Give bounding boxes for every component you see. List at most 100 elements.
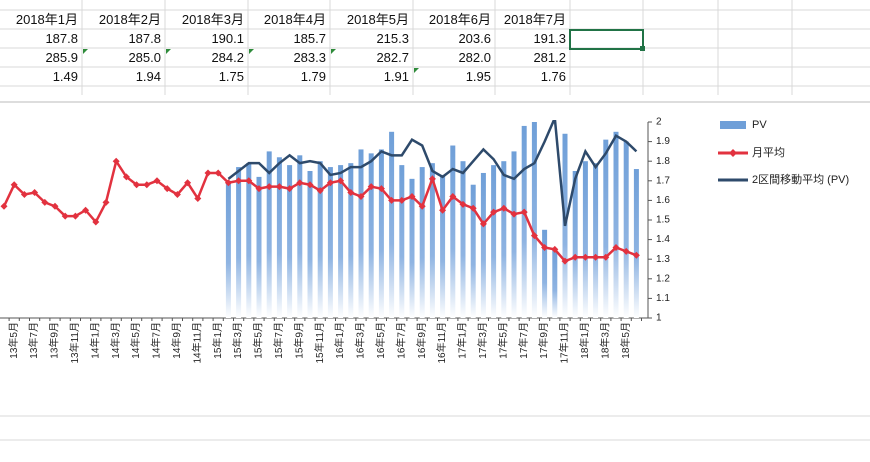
cell[interactable]: 185.7 bbox=[293, 31, 326, 46]
bar bbox=[511, 151, 517, 318]
cell[interactable]: 284.2 bbox=[211, 50, 244, 65]
cell[interactable]: 1.76 bbox=[540, 69, 566, 84]
cell[interactable]: 282.7 bbox=[376, 50, 409, 65]
marker bbox=[71, 212, 79, 220]
bar bbox=[419, 167, 425, 318]
legend-label: 月平均 bbox=[752, 146, 785, 159]
y-tick-label: 1.6 bbox=[656, 195, 670, 206]
marker bbox=[41, 198, 49, 206]
marker bbox=[510, 210, 518, 218]
marker bbox=[367, 183, 375, 191]
marker bbox=[92, 218, 100, 226]
bar bbox=[633, 169, 639, 318]
cell[interactable]: 203.6 bbox=[458, 31, 491, 46]
marker bbox=[275, 183, 283, 191]
cell[interactable]: 187.8 bbox=[128, 31, 161, 46]
bar bbox=[480, 172, 486, 318]
cell[interactable]: 1.49 bbox=[52, 69, 78, 84]
marker bbox=[235, 177, 243, 185]
marker bbox=[224, 179, 232, 187]
cell[interactable]: 2018年6月 bbox=[428, 12, 491, 27]
marker bbox=[520, 208, 528, 216]
cell[interactable]: 1.75 bbox=[218, 69, 244, 84]
bar bbox=[440, 174, 446, 318]
marker bbox=[551, 245, 559, 253]
marker bbox=[163, 185, 171, 193]
x-tick-label: 18年5月 bbox=[619, 322, 632, 359]
cell[interactable]: 2018年1月 bbox=[15, 12, 78, 27]
y-tick-label: 1.1 bbox=[656, 293, 670, 304]
x-tick-label: 16年7月 bbox=[394, 322, 407, 359]
y-tick-label: 1 bbox=[656, 313, 662, 324]
marker bbox=[255, 185, 263, 193]
bar bbox=[409, 178, 415, 318]
marker bbox=[102, 198, 110, 206]
cell[interactable]: 190.1 bbox=[211, 31, 244, 46]
marker bbox=[347, 189, 355, 197]
marker bbox=[612, 243, 620, 251]
x-tick-label: 16年5月 bbox=[374, 322, 387, 359]
cell[interactable]: 2018年4月 bbox=[263, 12, 326, 27]
cell[interactable]: 187.8 bbox=[45, 31, 78, 46]
cell[interactable]: 1.79 bbox=[300, 69, 326, 84]
legend-label: PV bbox=[752, 119, 767, 131]
x-tick-label: 15年5月 bbox=[252, 322, 265, 359]
bar bbox=[256, 176, 262, 318]
x-tick-label: 17年3月 bbox=[476, 322, 489, 359]
marker bbox=[122, 173, 130, 181]
marker bbox=[0, 202, 8, 210]
cell[interactable]: 285.0 bbox=[128, 50, 161, 65]
marker bbox=[133, 181, 141, 189]
x-tick-label: 14年5月 bbox=[129, 322, 142, 359]
marker bbox=[245, 177, 253, 185]
marker bbox=[337, 177, 345, 185]
marker bbox=[306, 181, 314, 189]
x-tick-label: 15年9月 bbox=[292, 322, 305, 359]
cell[interactable]: 283.3 bbox=[293, 50, 326, 65]
marker bbox=[61, 212, 69, 220]
cell[interactable]: 1.94 bbox=[135, 69, 161, 84]
cell[interactable]: 281.2 bbox=[533, 50, 566, 65]
marker bbox=[571, 253, 579, 261]
cell[interactable]: 282.0 bbox=[458, 50, 491, 65]
marker bbox=[408, 192, 416, 200]
cell[interactable]: 191.3 bbox=[533, 31, 566, 46]
marker bbox=[204, 169, 212, 177]
cell[interactable]: 1.95 bbox=[465, 69, 491, 84]
y-tick-label: 1.2 bbox=[656, 273, 670, 284]
marker bbox=[398, 196, 406, 204]
cell[interactable]: 2018年5月 bbox=[346, 12, 409, 27]
selected-cell[interactable] bbox=[569, 29, 644, 50]
bar bbox=[389, 131, 395, 318]
bar bbox=[603, 139, 609, 318]
marker bbox=[592, 253, 600, 261]
marker bbox=[449, 192, 457, 200]
cell[interactable]: 215.3 bbox=[376, 31, 409, 46]
cell[interactable]: 2018年2月 bbox=[98, 12, 161, 27]
marker bbox=[326, 179, 334, 187]
x-tick-label: 14年9月 bbox=[170, 322, 183, 359]
bar bbox=[450, 145, 456, 318]
x-tick-label: 17年5月 bbox=[496, 322, 509, 359]
marker bbox=[459, 200, 467, 208]
marker bbox=[469, 204, 477, 212]
bar bbox=[225, 180, 231, 318]
marker bbox=[82, 206, 90, 214]
cell[interactable]: 2018年3月 bbox=[181, 12, 244, 27]
y-tick-label: 1.3 bbox=[656, 254, 670, 265]
y-tick-label: 1.4 bbox=[656, 234, 670, 245]
legend-marker bbox=[729, 149, 737, 157]
x-tick-label: 16年1月 bbox=[333, 322, 346, 359]
x-tick-label: 18年3月 bbox=[598, 322, 611, 359]
x-tick-label: 15年3月 bbox=[231, 322, 244, 359]
cell[interactable]: 2018年7月 bbox=[503, 12, 566, 27]
x-tick-label: 13年7月 bbox=[27, 322, 40, 359]
marker bbox=[173, 191, 181, 199]
cell[interactable]: 285.9 bbox=[45, 50, 78, 65]
bar bbox=[572, 171, 578, 318]
fill-handle[interactable] bbox=[640, 46, 645, 51]
x-tick-label: 16年3月 bbox=[354, 322, 367, 359]
cell[interactable]: 1.91 bbox=[383, 69, 409, 84]
bar bbox=[236, 167, 242, 318]
marker bbox=[490, 208, 498, 216]
